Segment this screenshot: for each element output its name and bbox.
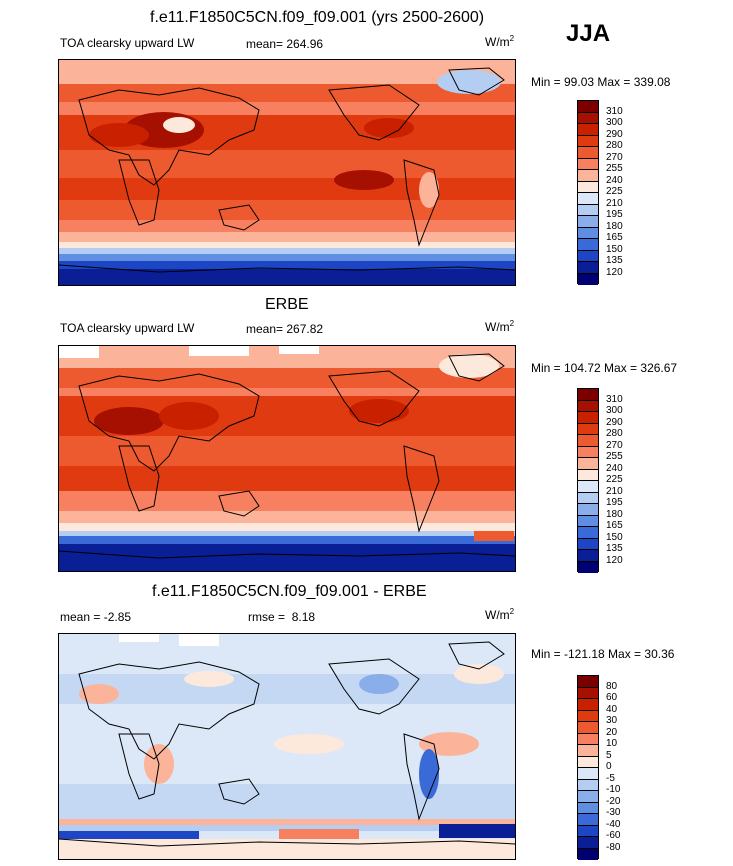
colorbar-tick-label: 165 <box>606 520 623 531</box>
colorbar-tick-label: 195 <box>606 497 623 508</box>
panel-3-rmse: rmse = 8.18 <box>248 610 316 624</box>
colorbar-tick-label: 240 <box>606 462 623 474</box>
colorbar-tick-label: 165 <box>606 232 623 243</box>
colorbar-tick-label: 40 <box>606 703 618 715</box>
panel-1-map <box>58 59 516 286</box>
colorbar-tick-label: -20 <box>606 795 621 807</box>
panel-2-colorbar <box>577 388 599 573</box>
panel-1-minmax: Min = 99.03 Max = 339.08 <box>531 75 671 89</box>
colorbar-tick-label: 5 <box>606 749 612 761</box>
colorbar-tick-label: 255 <box>606 451 623 462</box>
panel-2-title: ERBE <box>265 296 309 313</box>
colorbar-tick-label: -40 <box>606 818 621 830</box>
colorbar-tick-label: 180 <box>606 508 623 520</box>
panel-1-title: f.e11.F1850C5CN.f09_f09.001 (yrs 2500-26… <box>150 9 485 26</box>
colorbar-tick-label: 135 <box>606 255 623 266</box>
colorbar-tick-label: 30 <box>606 715 618 726</box>
panel-2-variable-label: TOA clearsky upward LW <box>60 321 195 335</box>
panel-2-map <box>58 345 516 572</box>
panel-3-unit: W/m2 <box>485 607 515 622</box>
colorbar-tick-label: 60 <box>606 692 618 703</box>
panel-3-mean: mean = -2.85 <box>60 610 132 624</box>
colorbar-tick-label: -30 <box>606 807 621 818</box>
colorbar-tick-label: 210 <box>606 197 623 209</box>
colorbar-tick-label: 80 <box>606 680 618 692</box>
colorbar-tick-label: 290 <box>606 416 623 428</box>
panel-1-variable-label: TOA clearsky upward LW <box>60 36 195 50</box>
colorbar-tick-label: 290 <box>606 128 623 140</box>
colorbar-tick-label: 280 <box>606 140 623 151</box>
colorbar-tick-label: 280 <box>606 428 623 439</box>
panel-3-minmax: Min = -121.18 Max = 30.36 <box>531 647 675 661</box>
colorbar-tick-label: 225 <box>606 186 623 197</box>
season-label: JJA <box>566 20 611 47</box>
colorbar-tick-label: 120 <box>606 266 623 278</box>
panel-3-colorbar <box>577 675 599 860</box>
colorbar-tick-label: 0 <box>606 761 612 772</box>
colorbar-tick-label: 310 <box>606 105 623 117</box>
panel-3-map <box>58 633 516 860</box>
colorbar-tick-label: 270 <box>606 151 623 163</box>
colorbar-tick-label: 225 <box>606 474 623 485</box>
colorbar-tick-label: 240 <box>606 174 623 186</box>
colorbar-tick-label: 150 <box>606 243 623 255</box>
colorbar-tick-label: 270 <box>606 439 623 451</box>
colorbar-tick-label: 120 <box>606 554 623 566</box>
colorbar-tick-label: 310 <box>606 393 623 405</box>
colorbar-tick-label: -80 <box>606 841 621 853</box>
colorbar-tick-label: -60 <box>606 830 621 841</box>
panel-1-colorbar <box>577 100 599 285</box>
colorbar-tick-label: 10 <box>606 738 618 749</box>
colorbar-tick-label: 300 <box>606 405 623 416</box>
colorbar-tick-label: 180 <box>606 220 623 232</box>
colorbar-tick-label: 255 <box>606 163 623 174</box>
panel-2-minmax: Min = 104.72 Max = 326.67 <box>531 361 678 375</box>
panel-1-unit: W/m2 <box>485 34 515 49</box>
colorbar-tick-label: 210 <box>606 485 623 497</box>
colorbar-tick-label: 300 <box>606 117 623 128</box>
colorbar-tick-label: 150 <box>606 531 623 543</box>
colorbar-tick-label: 195 <box>606 209 623 220</box>
panel-1-mean: mean= 264.96 <box>246 37 324 51</box>
panel-3-title: f.e11.F1850C5CN.f09_f09.001 - ERBE <box>152 583 427 600</box>
colorbar-tick-label: -10 <box>606 784 621 795</box>
panel-2-mean: mean= 267.82 <box>246 322 324 336</box>
colorbar-tick-label: -5 <box>606 772 615 784</box>
colorbar-tick-label: 135 <box>606 543 623 554</box>
panel-2-unit: W/m2 <box>485 319 515 334</box>
colorbar-tick-label: 20 <box>606 726 618 738</box>
